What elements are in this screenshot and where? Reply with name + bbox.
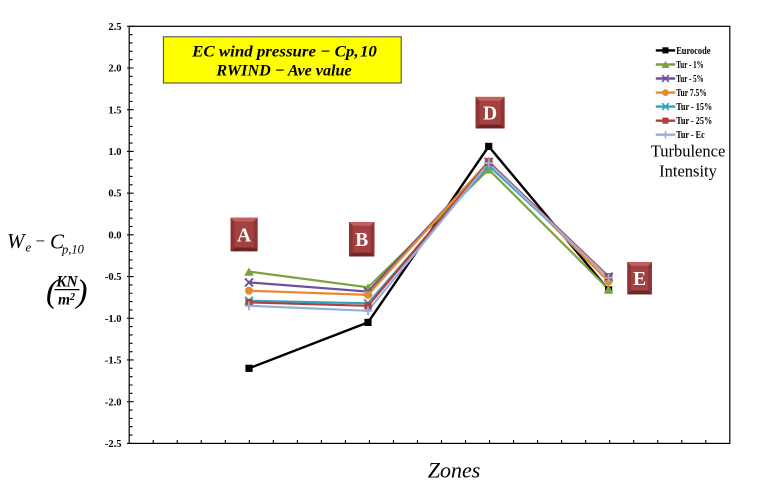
svg-text:0.0: 0.0 — [108, 230, 121, 241]
svg-text:Turbulence: Turbulence — [651, 142, 726, 161]
svg-text:): ) — [75, 274, 88, 310]
svg-text:KN: KN — [55, 274, 78, 291]
svg-text:−: − — [36, 232, 46, 251]
svg-text:Tur 7.5%: Tur 7.5% — [676, 88, 707, 99]
svg-text:e: e — [26, 240, 32, 255]
svg-text:0.5: 0.5 — [108, 189, 121, 200]
svg-text:Tur - 15%: Tur - 15% — [676, 102, 712, 113]
svg-text:Tur - Ec: Tur - Ec — [676, 130, 705, 141]
svg-text:RWIND − Ave value: RWIND − Ave value — [215, 61, 351, 80]
svg-text:(: ( — [46, 274, 59, 310]
svg-text:D: D — [483, 103, 497, 124]
svg-text:p,10: p,10 — [61, 243, 85, 257]
svg-text:Eurocode: Eurocode — [676, 46, 711, 57]
svg-text:2.0: 2.0 — [108, 64, 121, 75]
svg-text:-2.5: -2.5 — [105, 439, 122, 450]
svg-text:-1.0: -1.0 — [105, 314, 122, 325]
svg-text:Zones: Zones — [428, 457, 481, 482]
svg-text:-1.5: -1.5 — [105, 356, 122, 367]
svg-text:-0.5: -0.5 — [105, 272, 122, 283]
svg-text:Intensity: Intensity — [659, 162, 717, 181]
svg-text:W: W — [7, 229, 27, 253]
svg-text:EC wind pressure − Cp, 10: EC wind pressure − Cp, 10 — [191, 42, 377, 61]
svg-text:2.5: 2.5 — [108, 22, 121, 33]
svg-text:1.0: 1.0 — [108, 147, 121, 158]
svg-text:Tur - 1%: Tur - 1% — [676, 60, 704, 71]
svg-text:Tur - 5%: Tur - 5% — [676, 74, 704, 85]
svg-text:A: A — [237, 225, 251, 246]
svg-text:-2.0: -2.0 — [105, 397, 122, 408]
svg-text:B: B — [355, 230, 368, 251]
svg-text:Tur - 25%: Tur - 25% — [676, 116, 712, 127]
svg-text:1.5: 1.5 — [108, 105, 121, 116]
svg-text:C: C — [50, 230, 65, 254]
svg-text:E: E — [633, 269, 646, 290]
